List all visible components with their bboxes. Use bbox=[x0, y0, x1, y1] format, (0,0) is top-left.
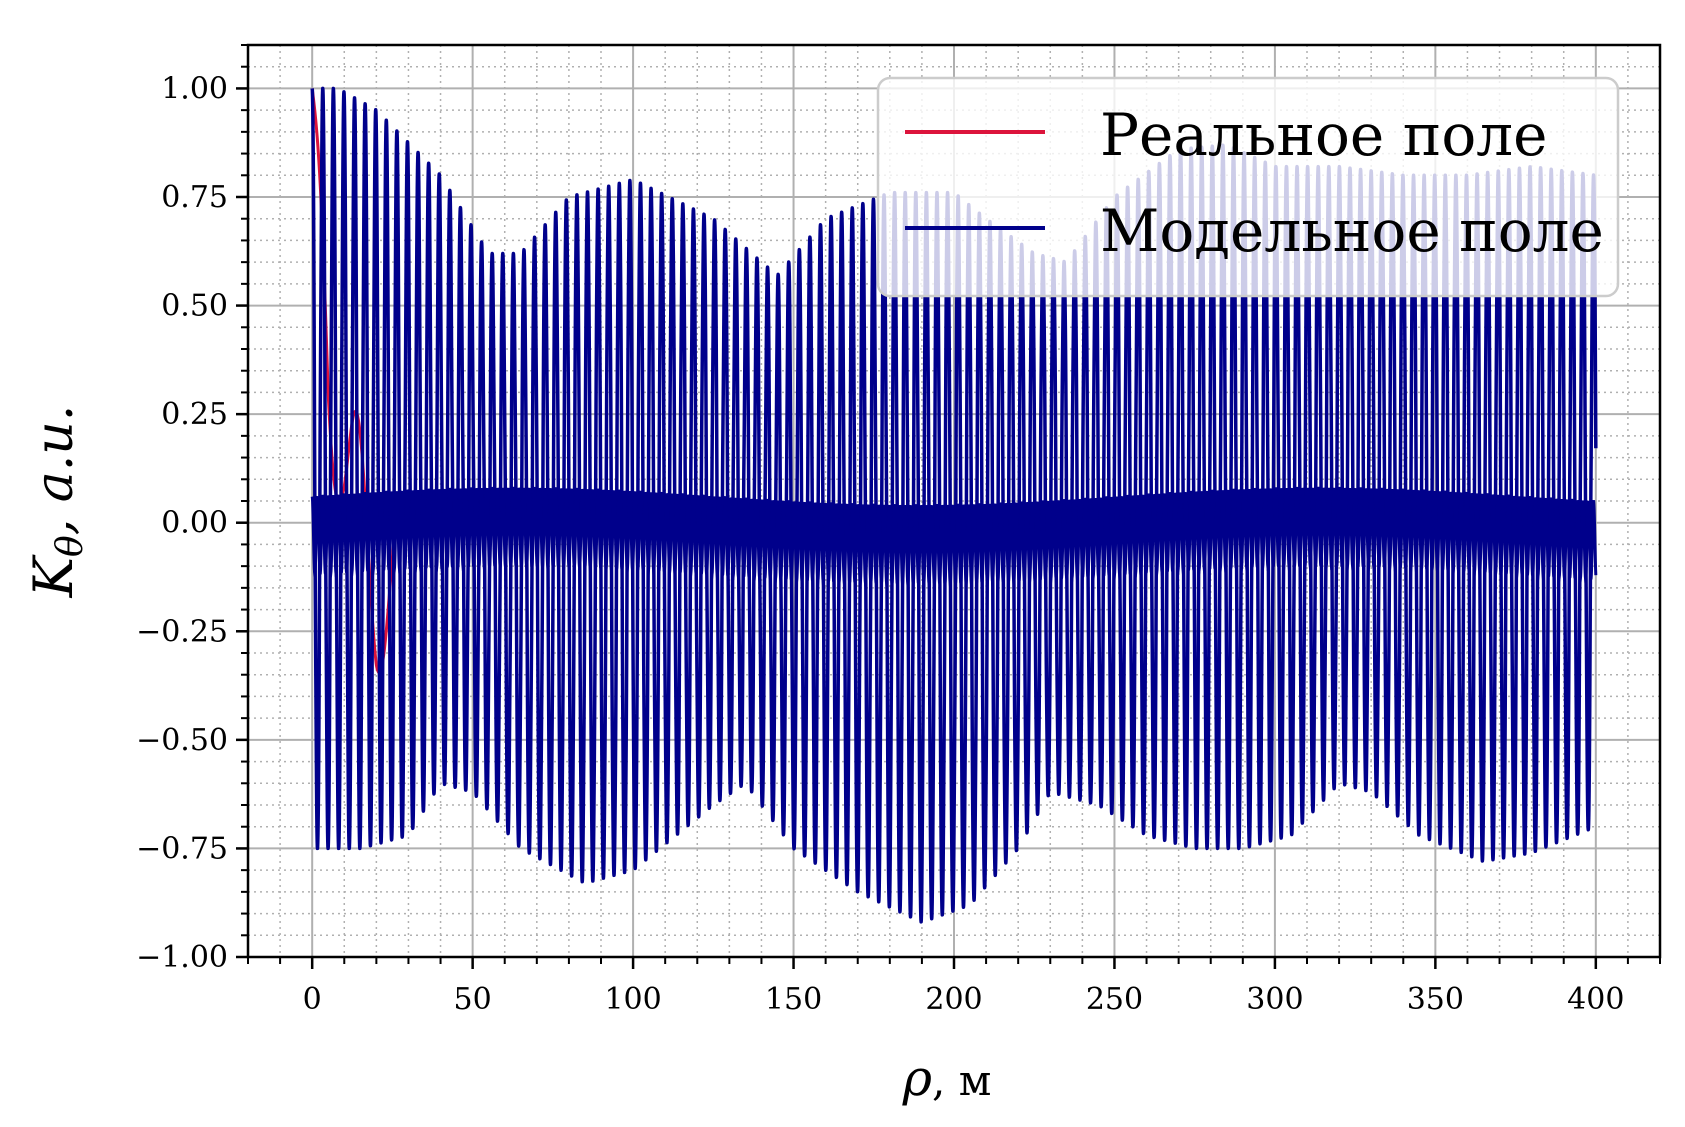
x-axis-symbol: ρ bbox=[902, 1049, 933, 1107]
x-tick-label: 200 bbox=[925, 982, 982, 1017]
y-tick-label: −0.25 bbox=[136, 614, 228, 649]
x-tick-label: 150 bbox=[765, 982, 822, 1017]
x-ticks: 0 50 100 150 200 250 300 350 400 bbox=[247, 957, 1661, 1017]
x-axis-label: ρ, м bbox=[902, 1049, 992, 1107]
y-tick-label: −0.50 bbox=[136, 723, 228, 758]
y-tick-label: −0.75 bbox=[136, 831, 228, 866]
x-tick-label: 300 bbox=[1246, 982, 1303, 1017]
legend: Реальное поле Модельное поле bbox=[876, 76, 1620, 298]
x-tick-label: 100 bbox=[604, 982, 661, 1017]
y-tick-label: 0.00 bbox=[161, 506, 228, 541]
y-tick-label: 0.25 bbox=[161, 397, 228, 432]
y-tick-label: 0.50 bbox=[161, 289, 228, 324]
x-tick-label: 400 bbox=[1567, 982, 1624, 1017]
y-tick-label: 1.00 bbox=[161, 71, 228, 106]
y-axis-unit: , a.u. bbox=[25, 405, 85, 536]
x-axis-unit: , м bbox=[932, 1056, 991, 1105]
y-ticks: 1.00 0.75 0.50 0.25 0.00 −0.25 −0.50 −0.75 −1.00 bbox=[136, 44, 248, 975]
y-tick-label: −1.00 bbox=[136, 940, 228, 975]
x-tick-label: 0 bbox=[303, 982, 322, 1017]
legend-label-model: Модельное поле bbox=[1100, 197, 1604, 265]
legend-label-real: Реальное поле bbox=[1100, 101, 1547, 169]
y-axis-label: Kθ, a.u. bbox=[22, 405, 91, 599]
legend-box bbox=[876, 76, 1620, 298]
y-tick-label: 0.75 bbox=[161, 180, 228, 215]
series-model-field-core bbox=[310, 486, 1598, 588]
x-tick-label: 50 bbox=[454, 982, 492, 1017]
x-tick-label: 250 bbox=[1086, 982, 1143, 1017]
y-axis-subscript: θ bbox=[50, 535, 91, 557]
x-tick-label: 350 bbox=[1407, 982, 1464, 1017]
y-axis-symbol: K bbox=[22, 554, 85, 598]
